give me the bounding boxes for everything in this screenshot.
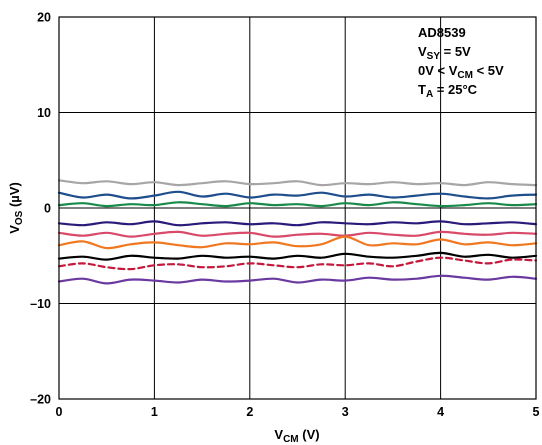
- series-line-4: [57, 220, 538, 227]
- grid-lines: [59, 17, 536, 399]
- y-tick-label: –20: [30, 393, 51, 407]
- y-tick-labels: –20 –10 0 10 20: [30, 11, 51, 407]
- series-line-5: [57, 230, 538, 238]
- series-line-2: [57, 190, 538, 200]
- annotation-line-1: AD8539: [418, 25, 466, 40]
- series-line-1: [57, 179, 538, 187]
- x-axis-label: VCM (V): [274, 427, 319, 445]
- series-line-9: [57, 274, 538, 285]
- y-tick-label: –10: [30, 297, 51, 311]
- series-line-6: [57, 235, 538, 250]
- y-tick-label: 10: [37, 106, 51, 120]
- series-group: [57, 179, 538, 285]
- annotation-line-4: TA = 25°C: [418, 82, 478, 100]
- x-tick-label: 5: [533, 405, 540, 419]
- x-tick-label: 1: [151, 405, 158, 419]
- series-line-7: [57, 251, 538, 261]
- x-tick-label: 0: [56, 405, 63, 419]
- x-tick-labels: 0 1 2 3 4 5: [56, 405, 540, 419]
- y-tick-label: 20: [37, 11, 51, 25]
- plot-frame: [58, 16, 537, 400]
- x-tick-label: 3: [342, 405, 349, 419]
- x-tick-label: 4: [437, 405, 444, 419]
- series-line-8: [57, 256, 538, 271]
- series-line-3: [57, 201, 538, 208]
- y-tick-label: 0: [44, 202, 51, 216]
- y-axis-label: VOS (µV): [7, 182, 25, 234]
- x-tick-label: 2: [246, 405, 253, 419]
- annotation-line-3: 0V < VCM < 5V: [418, 63, 504, 81]
- annotation-line-2: VSY = 5V: [418, 44, 471, 62]
